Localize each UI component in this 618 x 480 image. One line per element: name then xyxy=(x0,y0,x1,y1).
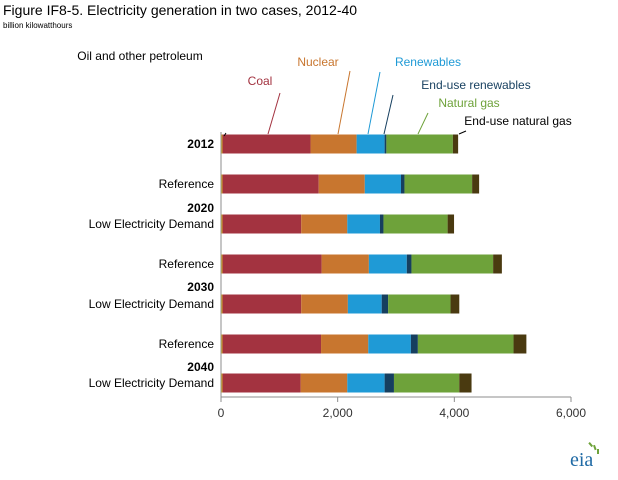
bar-segment xyxy=(221,373,223,393)
eia-logo: eia xyxy=(570,442,599,471)
bar-segment xyxy=(347,214,380,234)
chart-title: Figure IF8-5. Electricity generation in … xyxy=(3,2,358,18)
bar-segment xyxy=(310,134,357,154)
bar-segment xyxy=(381,294,389,314)
bar-segment xyxy=(379,214,384,234)
legend-label: End-use natural gas xyxy=(464,114,571,128)
bar-segment xyxy=(368,334,411,354)
bar-segment xyxy=(222,254,322,274)
bar-segment xyxy=(321,334,369,354)
year-label: 2040 xyxy=(187,360,214,374)
bar-segment xyxy=(493,254,502,274)
bar-segment xyxy=(221,254,223,274)
year-label: 2030 xyxy=(187,280,214,294)
bar-segment xyxy=(222,334,322,354)
x-tick-label: 6,000 xyxy=(556,406,586,420)
bar-segment xyxy=(404,174,473,194)
legend-leader-line xyxy=(223,132,227,137)
case-label: Low Electricity Demand xyxy=(89,297,214,311)
bar-segment xyxy=(221,294,223,314)
case-label: Reference xyxy=(159,337,215,351)
legend-label: Oil and other petroleum xyxy=(77,49,202,63)
bar-segment xyxy=(364,174,401,194)
bar-segment xyxy=(417,334,514,354)
bar-segment xyxy=(447,214,455,234)
year-label: 2020 xyxy=(187,201,214,215)
bar-segment xyxy=(386,134,453,154)
bar-segment xyxy=(400,174,405,194)
bar-segment xyxy=(221,174,223,194)
bar-segment xyxy=(222,214,302,234)
bar-segment xyxy=(384,373,394,393)
legend-label: Coal xyxy=(248,74,273,88)
year-label: 2012 xyxy=(187,137,214,151)
bar-segment xyxy=(222,294,302,314)
bar-segment xyxy=(222,134,311,154)
case-label: Reference xyxy=(159,257,215,271)
case-label: Low Electricity Demand xyxy=(89,376,214,390)
bar-segment xyxy=(222,174,319,194)
bar-segment xyxy=(301,214,348,234)
legend-leader-line xyxy=(267,92,281,135)
bar-segment xyxy=(452,134,459,154)
bar-segment xyxy=(301,294,348,314)
legend-leader-line xyxy=(337,70,351,135)
x-tick-label: 0 xyxy=(218,406,225,420)
x-tick-label: 4,000 xyxy=(439,406,469,420)
bar-segment xyxy=(472,174,480,194)
bar-segment xyxy=(459,373,472,393)
x-tick-label: 2,000 xyxy=(323,406,353,420)
bar-segment xyxy=(406,254,412,274)
legend-leader-line xyxy=(417,112,429,135)
bar-segment xyxy=(347,294,382,314)
bar-segment xyxy=(221,134,223,154)
bar-segment xyxy=(222,373,301,393)
legend-label: End-use renewables xyxy=(421,78,530,92)
case-label: Low Electricity Demand xyxy=(89,217,214,231)
bar-segment xyxy=(384,134,387,154)
bar-segment xyxy=(221,334,223,354)
legend-leader-line xyxy=(367,71,381,135)
bar-segment xyxy=(300,373,348,393)
bar-segment xyxy=(513,334,527,354)
bar-segment xyxy=(393,373,460,393)
bar-segment xyxy=(450,294,460,314)
legend-label: Natural gas xyxy=(438,96,499,110)
case-label: Reference xyxy=(159,177,215,191)
eia-logo-text: eia xyxy=(570,449,593,471)
legend-label: Nuclear xyxy=(297,55,338,69)
x-axis: 0 2,000 4,000 6,000 xyxy=(218,132,586,420)
bar-segment xyxy=(347,373,385,393)
bar-segment xyxy=(388,294,451,314)
bar-segment xyxy=(321,254,369,274)
bar-segment xyxy=(383,214,448,234)
bar-segment xyxy=(411,254,494,274)
bars-layer xyxy=(221,134,527,393)
bar-segment xyxy=(356,134,385,154)
bar-segment xyxy=(318,174,365,194)
legend-leader-line xyxy=(458,130,467,135)
legend-label: Renewables xyxy=(395,55,461,69)
legend-leader-line xyxy=(383,94,394,135)
chart-subtitle: billion kilowatthours xyxy=(3,21,73,30)
legend-callouts: Oil and other petroleum Coal Nuclear Renewa… xyxy=(77,49,572,137)
bar-segment xyxy=(221,214,223,234)
bar-segment xyxy=(368,254,407,274)
row-labels: 2012 Reference Low Electricity Demand Refer… xyxy=(89,137,215,390)
bar-segment xyxy=(410,334,418,354)
